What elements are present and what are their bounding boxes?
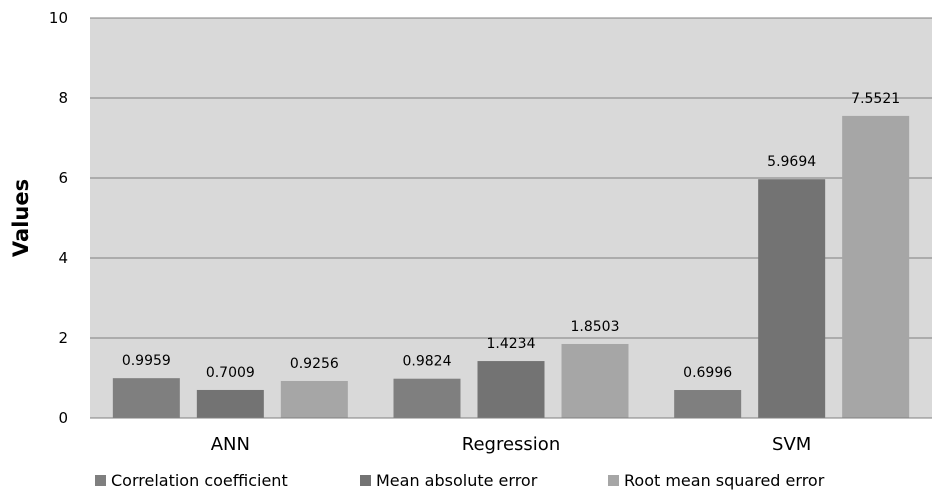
data-label: 1.4234 — [487, 336, 536, 352]
data-label: 7.5521 — [851, 91, 900, 107]
bar-ann-series-2 — [280, 380, 348, 418]
y-axis-title: Values — [9, 179, 33, 257]
bar-ann-series-1 — [196, 389, 264, 418]
bar-svm-series-1 — [758, 179, 826, 418]
bar-svm-series-2 — [842, 115, 910, 418]
bar-regression-series-2 — [561, 343, 629, 418]
legend-swatch — [360, 475, 371, 486]
legend-swatch — [608, 475, 619, 486]
data-label: 0.9824 — [403, 354, 452, 370]
y-tick-label: 8 — [58, 89, 68, 107]
legend-label: Root mean squared error — [624, 471, 825, 490]
data-label: 1.8503 — [571, 319, 620, 335]
data-label: 5.9694 — [767, 154, 816, 170]
legend: Correlation coefficient Mean absolute err… — [95, 471, 825, 490]
data-label: 0.9256 — [290, 356, 339, 372]
bar-svm-series-0 — [674, 390, 742, 418]
bar-regression-series-1 — [477, 361, 545, 418]
legend-swatch — [95, 475, 106, 486]
bar-regression-series-0 — [393, 378, 461, 418]
y-tick-label: 2 — [58, 329, 68, 347]
x-axis-categories: ANN Regression SVM — [211, 434, 812, 455]
y-axis-ticks: 0 2 4 6 8 10 — [49, 9, 68, 427]
y-tick-label: 0 — [58, 409, 68, 427]
y-tick-label: 6 — [58, 169, 68, 187]
data-label: 0.6996 — [683, 365, 732, 381]
x-category-label: Regression — [462, 434, 560, 455]
legend-label: Correlation coefficient — [111, 471, 288, 490]
x-category-label: ANN — [211, 434, 250, 455]
bar-ann-series-0 — [112, 378, 180, 418]
data-label: 0.7009 — [206, 365, 255, 381]
data-labels: 0.9959 0.7009 0.9256 0.9824 1.4234 1.8503 0.69… — [122, 91, 900, 381]
data-label: 0.9959 — [122, 353, 171, 369]
y-tick-label: 10 — [49, 9, 68, 27]
bars — [112, 115, 910, 418]
legend-label: Mean absolute error — [376, 471, 538, 490]
x-category-label: SVM — [772, 434, 811, 455]
y-tick-label: 4 — [58, 249, 68, 267]
